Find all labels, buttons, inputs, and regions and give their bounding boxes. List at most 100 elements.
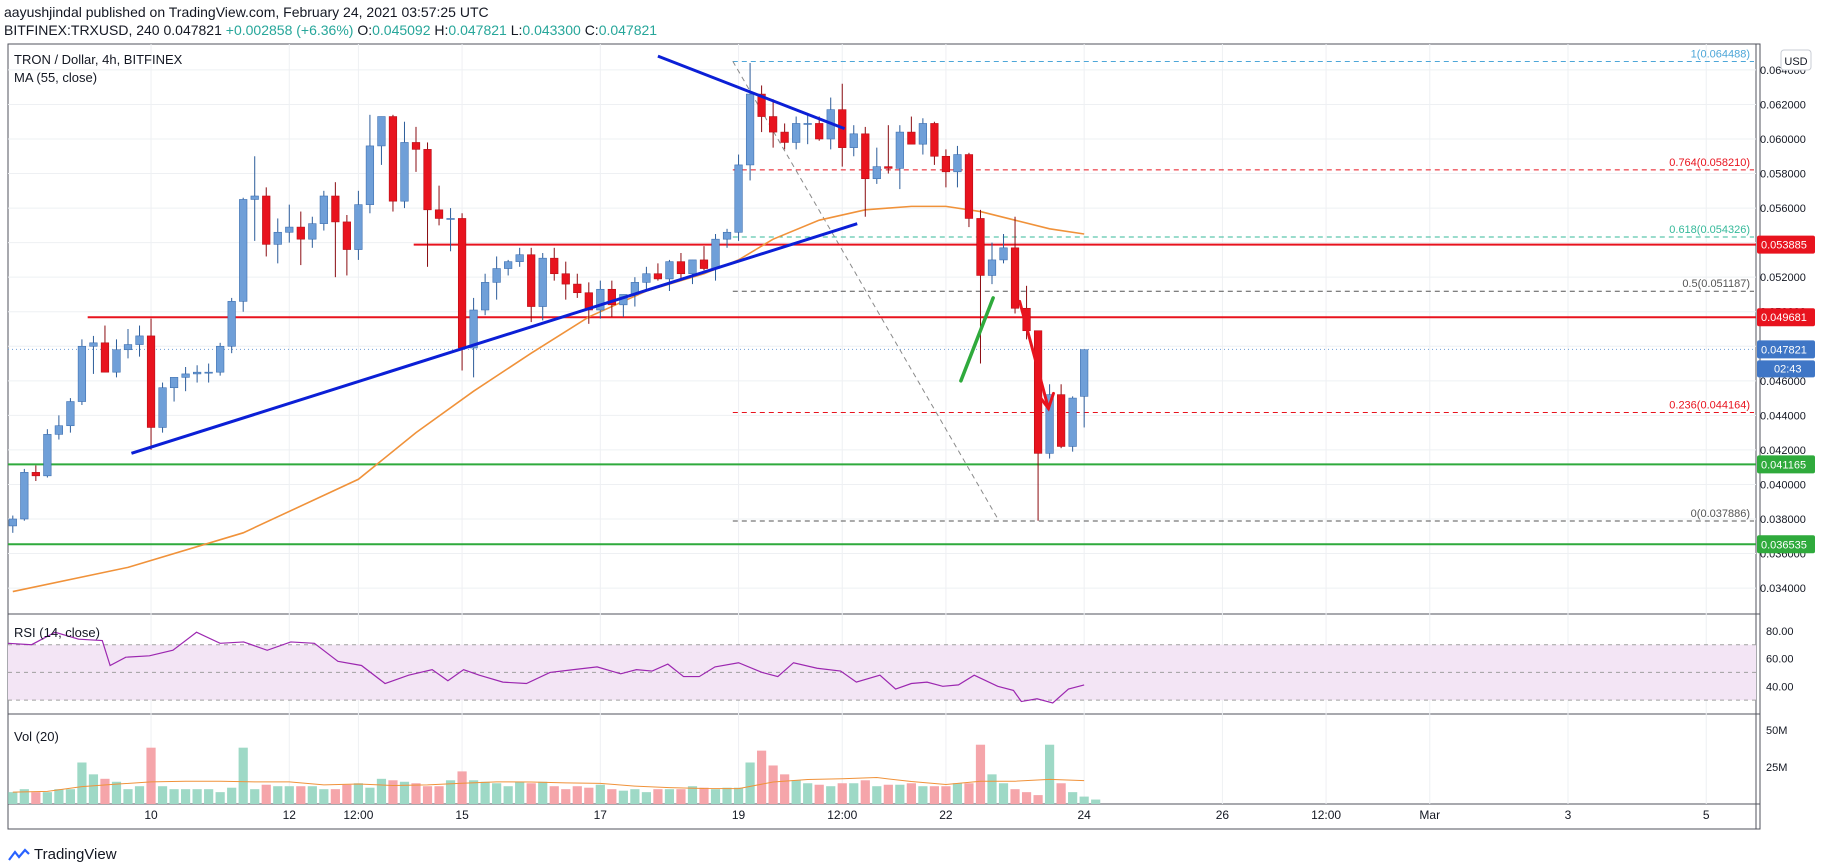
candle[interactable] <box>54 415 63 440</box>
candle[interactable] <box>123 329 133 359</box>
candle[interactable] <box>722 228 732 248</box>
candle[interactable] <box>400 121 409 209</box>
descending-trendline[interactable] <box>657 54 846 131</box>
candle[interactable] <box>354 190 363 260</box>
candle[interactable] <box>377 116 386 165</box>
candle[interactable] <box>561 261 570 300</box>
candle[interactable] <box>204 363 213 383</box>
candle[interactable] <box>296 211 305 266</box>
candle[interactable] <box>446 208 455 252</box>
candle[interactable] <box>527 247 536 323</box>
candle[interactable] <box>43 429 52 478</box>
candle[interactable] <box>515 247 524 267</box>
candle[interactable] <box>1057 384 1066 449</box>
red-down-arrow[interactable] <box>1018 299 1050 410</box>
candle[interactable] <box>1045 384 1054 459</box>
candle[interactable] <box>884 125 893 174</box>
candle[interactable] <box>815 116 824 141</box>
candle[interactable] <box>66 398 75 433</box>
ascending-trendline[interactable] <box>131 222 858 455</box>
candle[interactable] <box>895 125 904 190</box>
candle[interactable] <box>999 234 1008 264</box>
candle[interactable] <box>964 152 974 228</box>
candle[interactable] <box>504 259 513 276</box>
candle[interactable] <box>699 246 709 271</box>
candle[interactable] <box>642 266 651 291</box>
ma55-line[interactable] <box>12 205 1085 593</box>
candle[interactable] <box>918 118 927 155</box>
candle[interactable] <box>607 280 616 317</box>
candle[interactable] <box>100 325 110 373</box>
candle[interactable] <box>688 259 697 285</box>
currency-badge[interactable]: USD <box>1780 49 1812 71</box>
candle[interactable] <box>342 215 351 276</box>
candle[interactable] <box>769 99 778 148</box>
candle[interactable] <box>665 259 674 291</box>
candle[interactable] <box>953 145 962 188</box>
candle[interactable] <box>976 209 985 364</box>
candle[interactable] <box>987 242 997 285</box>
tradingview-footer[interactable]: TradingView <box>8 846 117 863</box>
candle[interactable] <box>285 204 294 243</box>
candle[interactable] <box>1010 216 1020 314</box>
candle[interactable] <box>872 147 881 184</box>
support-price-badge[interactable]: 0.036535 <box>1757 535 1815 554</box>
candle[interactable] <box>216 342 225 376</box>
candle[interactable] <box>711 234 720 281</box>
candle[interactable] <box>1033 330 1043 521</box>
ma-indicator-label[interactable]: MA (55, close) <box>14 70 97 85</box>
support-price-badge[interactable]: 0.041165 <box>1757 455 1815 474</box>
candle[interactable] <box>550 247 559 281</box>
candle[interactable] <box>573 273 582 298</box>
candle[interactable] <box>492 256 501 300</box>
candle[interactable] <box>319 190 328 231</box>
candle[interactable] <box>596 280 605 319</box>
candle[interactable] <box>135 325 144 357</box>
rsi-indicator-label[interactable]: RSI (14, close) <box>14 625 100 640</box>
candle[interactable] <box>792 116 801 150</box>
candle[interactable] <box>469 297 478 378</box>
candle[interactable] <box>227 297 236 354</box>
candle[interactable] <box>262 187 271 257</box>
candle[interactable] <box>365 114 375 214</box>
candle[interactable] <box>538 253 547 321</box>
candle[interactable] <box>8 515 17 533</box>
candle[interactable] <box>193 365 202 383</box>
candle[interactable] <box>481 273 490 316</box>
candle[interactable] <box>930 121 939 165</box>
rsi-line[interactable] <box>7 631 1085 704</box>
candle[interactable] <box>31 465 40 481</box>
candle[interactable] <box>331 182 340 278</box>
last-price-badge[interactable]: 0.047821 <box>1757 340 1815 359</box>
candle[interactable] <box>89 335 98 374</box>
candle[interactable] <box>907 116 916 145</box>
candle[interactable] <box>734 154 743 241</box>
symbol-interval[interactable]: BITFINEX:TRXUSD, 240 <box>4 22 160 38</box>
green-up-arrow[interactable] <box>959 296 995 383</box>
candle[interactable] <box>181 367 190 392</box>
candle[interactable] <box>1068 396 1077 452</box>
candle[interactable] <box>146 318 156 450</box>
fib-trend-line[interactable] <box>732 61 1000 521</box>
candle[interactable] <box>434 185 444 226</box>
candle[interactable] <box>941 149 951 188</box>
candle[interactable] <box>158 382 167 433</box>
candle[interactable] <box>169 377 179 402</box>
candle[interactable] <box>1080 349 1089 428</box>
candle[interactable] <box>112 339 121 378</box>
candle[interactable] <box>250 156 259 241</box>
candle[interactable] <box>20 468 29 521</box>
candle[interactable] <box>745 63 755 181</box>
candle[interactable] <box>273 218 282 264</box>
candle[interactable] <box>780 123 789 150</box>
candle[interactable] <box>77 339 87 405</box>
candle[interactable] <box>411 126 421 172</box>
candle[interactable] <box>239 197 248 312</box>
candle[interactable] <box>676 253 686 281</box>
candle[interactable] <box>861 126 870 217</box>
candle[interactable] <box>423 142 432 267</box>
resistance-price-badge[interactable]: 0.049681 <box>1757 308 1815 327</box>
resistance-price-badge[interactable]: 0.053885 <box>1757 235 1815 254</box>
candle[interactable] <box>388 114 398 212</box>
